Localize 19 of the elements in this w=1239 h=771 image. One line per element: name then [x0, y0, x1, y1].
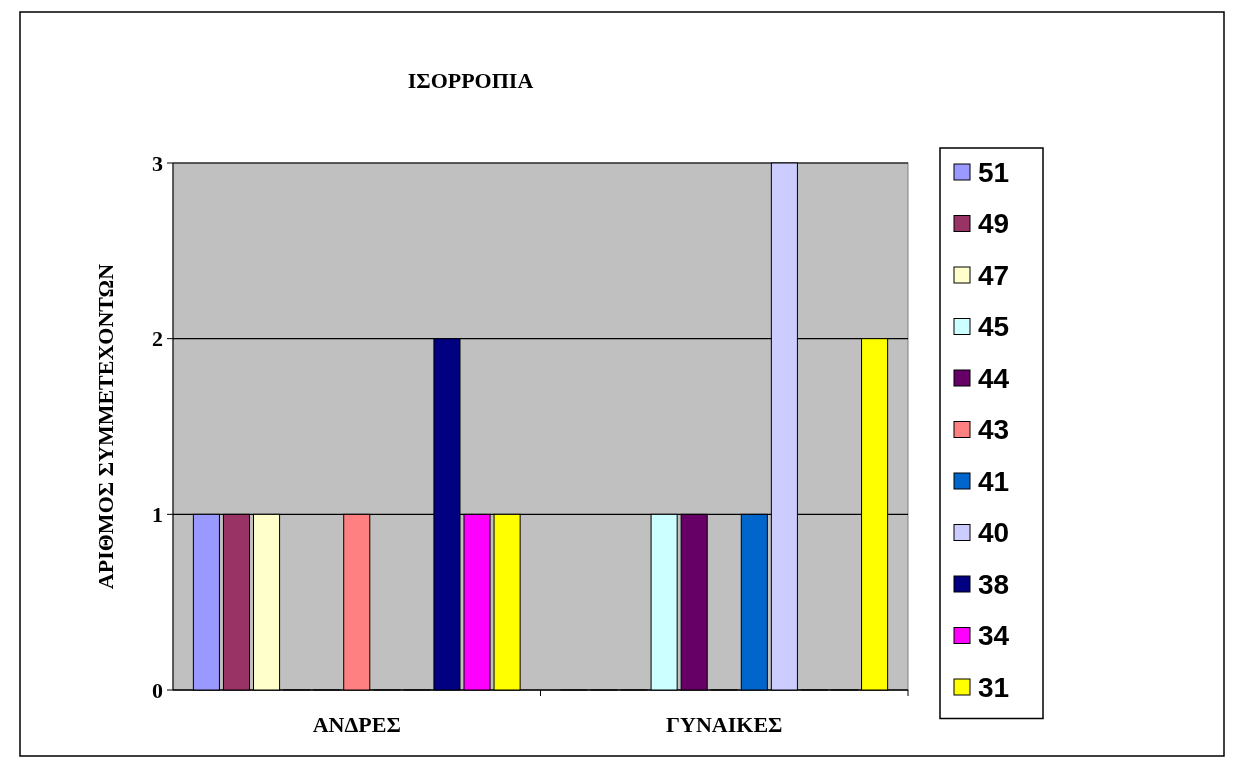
- legend-label: 31: [978, 671, 1010, 703]
- y-tick-label: 2: [152, 326, 163, 352]
- x-tick-label: ΓΥΝΑΙΚΕΣ: [666, 712, 783, 737]
- legend-label: 44: [978, 362, 1010, 394]
- legend-label: 47: [978, 259, 1010, 291]
- legend-label: 34: [978, 620, 1010, 652]
- legend-label: 43: [978, 414, 1010, 446]
- legend-label: 40: [978, 517, 1010, 549]
- y-axis-title: ΑΡΙΘΜΟΣ ΣΥΜΜΕΤΕΧΟΝΤΩΝ: [93, 263, 118, 590]
- y-tick-label: 0: [152, 677, 163, 703]
- y-tick-label: 3: [152, 150, 163, 176]
- legend-label: 38: [978, 568, 1010, 600]
- y-tick-label: 1: [152, 502, 163, 528]
- legend-label: 49: [978, 208, 1010, 240]
- legend-label: 41: [978, 465, 1010, 497]
- legend-label: 51: [978, 156, 1010, 188]
- x-tick-label: ΑΝΔΡΕΣ: [312, 712, 401, 737]
- chart-title: ΙΣΟΡΡΟΠΙΑ: [407, 68, 534, 93]
- legend-label: 45: [978, 311, 1010, 343]
